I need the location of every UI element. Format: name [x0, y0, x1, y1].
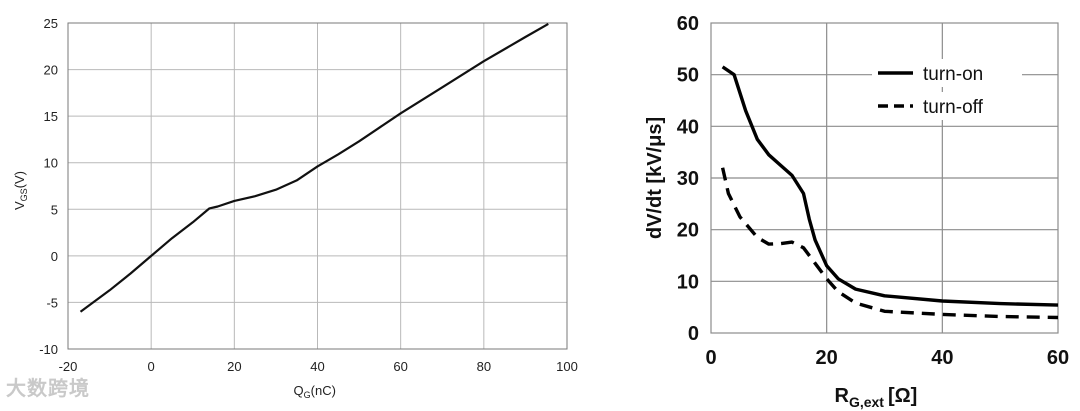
x-tick-label: 80	[477, 359, 491, 374]
y-tick-label: 50	[677, 65, 699, 87]
y-tick-label: 10	[44, 156, 58, 171]
y-axis-title-unit: (V)	[12, 171, 27, 188]
x-axis-title-unit: (nC)	[311, 383, 336, 398]
y-tick-label: -5	[46, 295, 58, 310]
y-tick-label: 30	[677, 168, 699, 190]
y-tick-label: 15	[44, 109, 58, 124]
y-tick-label: 25	[44, 16, 58, 31]
y-tick-label: 0	[51, 249, 58, 264]
x-axis-title-main: Q	[294, 383, 304, 398]
x-axis-title-sub: G	[304, 390, 311, 400]
series-turn-on-line	[721, 65, 1059, 307]
y-axis-title-sub: GS	[19, 188, 29, 201]
plot-frame	[710, 22, 1059, 334]
dvdt-chart: 0 20 40 60 60 50 40 30 20 10 0 RG,ext [Ω] dV/dt [kV/μ…	[644, 13, 1069, 410]
x-tick-label: 60	[393, 359, 407, 374]
y-axis-title: dV/dt [kV/μs]	[644, 117, 666, 239]
legend-label-turn-on: turn-on	[923, 64, 983, 85]
x-axis-title-sub: G,ext	[849, 394, 884, 410]
x-axis-title: RG,ext [Ω]	[835, 385, 918, 410]
x-axis-title-unit: [Ω]	[888, 385, 917, 407]
x-tick-label: 60	[1047, 347, 1069, 369]
y-axis-title: VGS(V)	[12, 171, 29, 210]
y-tick-label: 20	[44, 63, 58, 78]
y-tick-label: 60	[677, 13, 699, 35]
x-tick-label: 40	[931, 347, 953, 369]
x-tick-label: -20	[59, 359, 78, 374]
y-tick-label: 0	[688, 323, 699, 345]
legend-label-turn-off: turn-off	[923, 97, 984, 118]
y-tick-label: 20	[677, 220, 699, 242]
y-tick-label: 40	[677, 116, 699, 138]
vgs-curve	[79, 22, 549, 313]
x-axis-title-main: R	[835, 385, 850, 407]
series-turn-off-line	[720, 167, 1059, 320]
y-axis-title-main: V	[12, 201, 27, 210]
x-tick-label: 0	[148, 359, 155, 374]
x-tick-label: 0	[705, 347, 716, 369]
x-tick-label: 100	[556, 359, 578, 374]
x-tick-label: 20	[227, 359, 241, 374]
plot-frame	[67, 22, 568, 350]
gate-charge-chart: -20 0 20 40 60 80 1002520151050-5-10QG(nC)VGS(…	[12, 16, 578, 400]
x-axis-title: QG(nC)	[294, 383, 336, 400]
y-tick-label: 10	[677, 271, 699, 293]
y-tick-label: -10	[39, 342, 58, 357]
x-tick-label: 20	[816, 347, 838, 369]
y-tick-label: 5	[51, 202, 58, 217]
x-tick-label: 40	[310, 359, 324, 374]
watermark-text: 大数跨境	[6, 376, 90, 400]
